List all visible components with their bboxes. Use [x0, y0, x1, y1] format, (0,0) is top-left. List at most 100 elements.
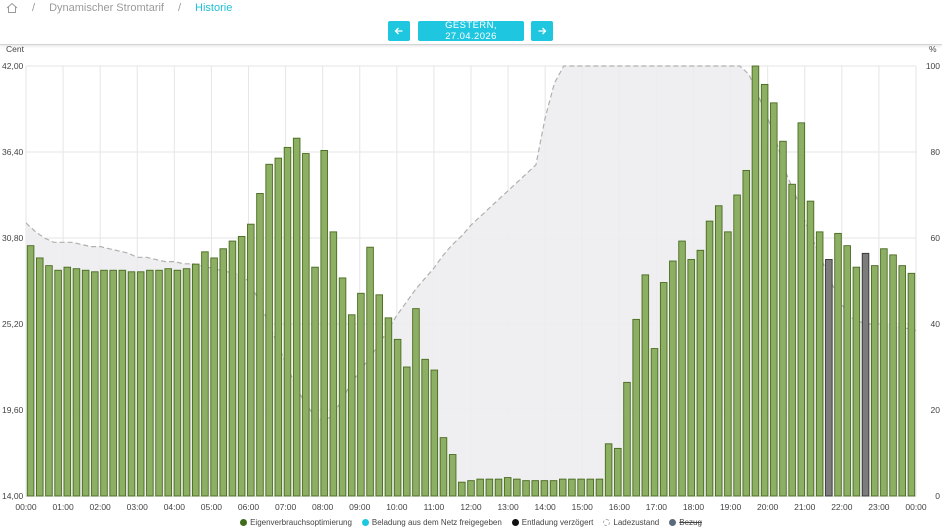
x-tick-label: 20:00 — [757, 502, 779, 512]
price-bar — [678, 240, 686, 497]
price-bar — [586, 478, 595, 497]
legend-marker — [603, 519, 611, 526]
legend-item[interactable]: Eigenverbrauchsoptimierung — [240, 518, 352, 527]
price-bar — [173, 269, 182, 497]
y-tick-label: 14,00 — [2, 491, 24, 501]
breadcrumb-item-historie: Historie — [195, 2, 233, 14]
price-bar — [247, 223, 255, 497]
price-bar — [549, 480, 558, 497]
price-bar — [155, 269, 163, 497]
price-bar — [513, 478, 521, 497]
price-bar — [724, 231, 732, 497]
price-bar-delayed — [861, 252, 870, 497]
price-bar — [779, 140, 787, 497]
price-bar — [696, 249, 705, 497]
price-bar — [797, 122, 806, 497]
y2-tick-label: 60 — [931, 233, 941, 243]
price-bar — [219, 248, 228, 497]
price-bar — [467, 480, 475, 497]
legend-item[interactable]: Entladung verzögert — [511, 518, 593, 527]
price-bar — [320, 150, 328, 497]
price-bar — [36, 257, 44, 497]
y2-tick-label: 20 — [931, 405, 941, 415]
x-tick-label: 07:00 — [275, 502, 297, 512]
price-bar — [403, 366, 411, 497]
x-tick-label: 19:00 — [720, 502, 742, 512]
y-tick-label: 25,20 — [2, 319, 24, 329]
legend-label: Bezug — [679, 518, 702, 527]
price-bar — [210, 257, 218, 497]
price-bar — [329, 231, 338, 497]
price-bar — [182, 268, 191, 497]
legend-item[interactable]: Bezug — [669, 518, 702, 527]
price-bar — [357, 292, 365, 497]
x-tick-label: 16:00 — [609, 502, 631, 512]
price-bar — [852, 266, 861, 497]
legend-item[interactable]: Beladung aus dem Netz freigegeben — [361, 518, 502, 527]
date-button[interactable]: GESTERN, 27.04.2026 — [418, 20, 524, 42]
x-tick-label: 14:00 — [535, 502, 557, 512]
x-tick-label: 00:00 — [905, 502, 927, 512]
price-bar — [146, 269, 154, 497]
price-bar — [448, 454, 457, 497]
price-bar — [714, 205, 723, 497]
price-bar — [531, 480, 539, 497]
price-bar — [577, 478, 585, 497]
price-bar — [751, 65, 760, 497]
price-bar — [311, 266, 319, 497]
price-bar — [843, 245, 851, 497]
x-tick-label: 00:00 — [15, 502, 37, 512]
y2-axis-label: % — [929, 44, 937, 54]
y2-tick-label: 40 — [931, 319, 941, 329]
price-bar — [568, 478, 576, 497]
x-tick-label: 12:00 — [460, 502, 482, 512]
price-bar — [265, 163, 273, 497]
price-bar — [26, 245, 35, 497]
price-bar — [430, 369, 439, 497]
price-bar — [559, 478, 567, 497]
price-bar — [91, 271, 99, 497]
price-bar — [898, 265, 906, 497]
price-bar — [237, 236, 246, 497]
x-tick-label: 15:00 — [572, 502, 594, 512]
chart-legend: Eigenverbrauchsoptimierung Beladung aus d… — [0, 518, 942, 527]
price-bar — [63, 266, 72, 497]
y-tick-label: 30,80 — [2, 233, 24, 243]
legend-label: Beladung aus dem Netz freigegeben — [371, 518, 502, 527]
price-bar — [256, 193, 264, 497]
x-tick-label: 21:00 — [794, 502, 816, 512]
price-bar — [641, 274, 650, 497]
legend-item[interactable]: Ladezustand — [603, 518, 659, 527]
price-bar — [81, 269, 90, 497]
legend-marker — [361, 519, 369, 526]
price-bar — [760, 83, 769, 497]
legend-label: Ladezustand — [613, 518, 660, 527]
price-bar — [412, 308, 420, 497]
price-bar — [540, 480, 549, 497]
price-bar — [302, 153, 310, 497]
breadcrumb-item-dynamischer-stromtarif[interactable]: Dynamischer Stromtarif — [49, 2, 164, 14]
y2-tick-label: 0 — [935, 491, 940, 501]
x-tick-label: 18:00 — [683, 502, 705, 512]
price-bar — [815, 231, 824, 497]
y-tick-label: 42,00 — [2, 61, 24, 71]
price-bar — [338, 277, 347, 497]
price-bar — [788, 183, 796, 497]
price-bar — [274, 157, 283, 497]
arrow-left-icon — [394, 27, 403, 35]
price-bar — [384, 317, 393, 497]
x-axis: 00:00 01:00 02:00 03:00 04:00 05:00 06:00 07:00… — [15, 502, 927, 512]
price-bar — [201, 251, 209, 497]
price-bar-delayed — [825, 259, 833, 497]
previous-day-button[interactable] — [388, 21, 410, 41]
price-bar — [109, 269, 117, 497]
home-icon[interactable] — [6, 2, 18, 14]
price-bar — [889, 254, 897, 497]
price-bar — [283, 146, 292, 497]
y2-tick-label: 80 — [931, 147, 941, 157]
price-bar — [632, 318, 640, 497]
next-day-button[interactable] — [531, 21, 553, 41]
x-tick-label: 11:00 — [424, 502, 445, 512]
price-bar — [458, 481, 466, 497]
price-bar — [127, 271, 136, 497]
